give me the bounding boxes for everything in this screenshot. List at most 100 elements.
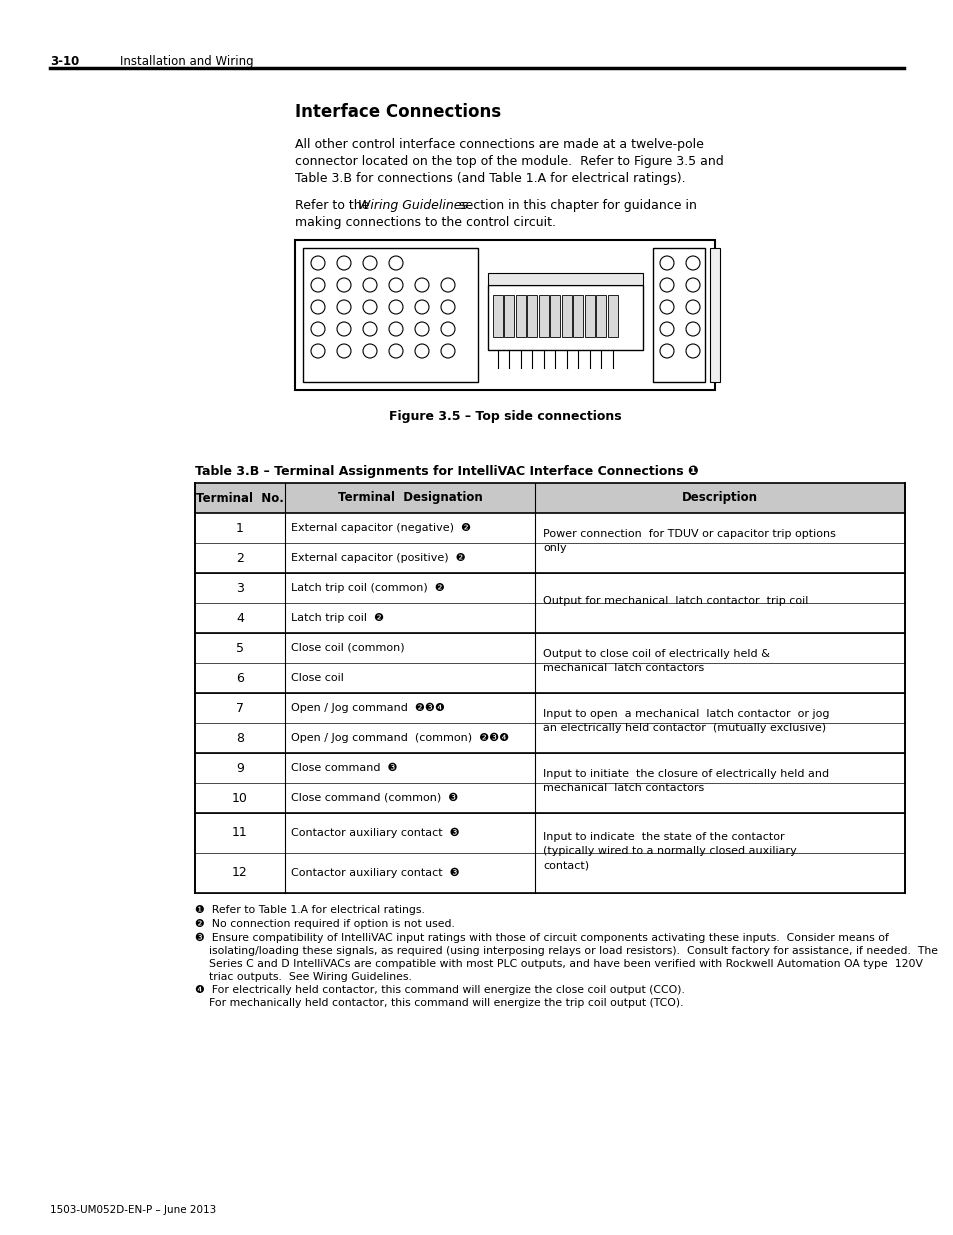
Text: All other control interface connections are made at a twelve-pole: All other control interface connections …: [294, 138, 703, 151]
Bar: [573, 295, 583, 337]
Text: Close command (common)  ❸: Close command (common) ❸: [291, 793, 457, 803]
Circle shape: [336, 256, 351, 270]
Text: 9: 9: [235, 762, 244, 774]
Bar: [538, 295, 548, 337]
Circle shape: [389, 256, 402, 270]
Text: Close coil: Close coil: [291, 673, 343, 683]
Text: Interface Connections: Interface Connections: [294, 103, 500, 121]
Text: Installation and Wiring: Installation and Wiring: [120, 56, 253, 68]
Text: mechanical  latch contactors: mechanical latch contactors: [542, 663, 703, 673]
Text: 11: 11: [232, 826, 248, 840]
Text: Output to close coil of electrically held &: Output to close coil of electrically hel…: [542, 650, 769, 659]
Bar: [584, 295, 595, 337]
Circle shape: [363, 345, 376, 358]
Text: ❶  Refer to Table 1.A for electrical ratings.: ❶ Refer to Table 1.A for electrical rati…: [194, 905, 424, 915]
Text: Description: Description: [681, 492, 758, 505]
Text: Input to open  a mechanical  latch contactor  or jog: Input to open a mechanical latch contact…: [542, 709, 828, 719]
Circle shape: [415, 300, 429, 314]
Circle shape: [389, 278, 402, 291]
Circle shape: [440, 300, 455, 314]
Bar: [493, 295, 502, 337]
Text: 3-10: 3-10: [50, 56, 79, 68]
Text: triac outputs.  See Wiring Guidelines.: triac outputs. See Wiring Guidelines.: [194, 972, 412, 982]
Text: Close command  ❸: Close command ❸: [291, 763, 397, 773]
Text: 6: 6: [235, 672, 244, 684]
Text: Terminal  Designation: Terminal Designation: [337, 492, 482, 505]
Bar: [294, 240, 714, 390]
Text: 4: 4: [235, 611, 244, 625]
Circle shape: [311, 300, 325, 314]
Text: Wiring Guidelines: Wiring Guidelines: [357, 199, 468, 212]
Text: 2: 2: [235, 552, 244, 564]
Bar: [194, 483, 285, 513]
Bar: [596, 295, 606, 337]
Text: only: only: [542, 543, 566, 553]
Bar: [550, 295, 560, 337]
Circle shape: [363, 278, 376, 291]
Bar: [607, 295, 618, 337]
Text: Series C and D IntelliVACs are compatible with most PLC outputs, and have been v: Series C and D IntelliVACs are compatibl…: [194, 960, 923, 969]
Text: 5: 5: [235, 641, 244, 655]
Bar: [516, 295, 525, 337]
Circle shape: [363, 300, 376, 314]
Text: section in this chapter for guidance in: section in this chapter for guidance in: [455, 199, 696, 212]
Text: For mechanically held contactor, this command will energize the trip coil output: For mechanically held contactor, this co…: [194, 998, 682, 1008]
Text: Latch trip coil  ❷: Latch trip coil ❷: [291, 613, 384, 622]
Text: 10: 10: [232, 792, 248, 804]
Text: Latch trip coil (common)  ❷: Latch trip coil (common) ❷: [291, 583, 444, 593]
Text: 3: 3: [235, 582, 244, 594]
Bar: [709, 248, 720, 382]
Circle shape: [440, 322, 455, 336]
Circle shape: [659, 300, 673, 314]
Text: connector located on the top of the module.  Refer to Figure 3.5 and: connector located on the top of the modu…: [294, 156, 723, 168]
Text: 1: 1: [235, 521, 244, 535]
Bar: [527, 295, 537, 337]
Text: Terminal  No.: Terminal No.: [196, 492, 284, 505]
Circle shape: [389, 300, 402, 314]
Text: Refer to the: Refer to the: [294, 199, 373, 212]
Bar: [535, 483, 904, 513]
Circle shape: [440, 345, 455, 358]
Text: Close coil (common): Close coil (common): [291, 643, 404, 653]
Bar: [561, 295, 572, 337]
Circle shape: [311, 345, 325, 358]
Text: Table 3.B – Terminal Assignments for IntelliVAC Interface Connections ❶: Table 3.B – Terminal Assignments for Int…: [194, 466, 698, 478]
Text: Table 3.B for connections (and Table 1.A for electrical ratings).: Table 3.B for connections (and Table 1.A…: [294, 172, 685, 185]
Circle shape: [685, 322, 700, 336]
Text: isolating/loading these signals, as required (using interposing relays or load r: isolating/loading these signals, as requ…: [194, 946, 937, 956]
Circle shape: [336, 278, 351, 291]
Bar: [488, 273, 642, 285]
Text: an electrically held contactor  (mutually exclusive): an electrically held contactor (mutually…: [542, 722, 825, 734]
Circle shape: [685, 278, 700, 291]
Circle shape: [311, 322, 325, 336]
Text: ❹  For electrically held contactor, this command will energize the close coil ou: ❹ For electrically held contactor, this …: [194, 986, 684, 995]
Text: Contactor auxiliary contact  ❸: Contactor auxiliary contact ❸: [291, 868, 459, 878]
Text: Input to indicate  the state of the contactor: Input to indicate the state of the conta…: [542, 832, 783, 842]
Circle shape: [415, 345, 429, 358]
Text: Open / Jog command  ❷❸❹: Open / Jog command ❷❸❹: [291, 703, 444, 713]
Text: 1503-UM052D-EN-P – June 2013: 1503-UM052D-EN-P – June 2013: [50, 1205, 216, 1215]
Circle shape: [363, 256, 376, 270]
Circle shape: [685, 345, 700, 358]
Circle shape: [336, 322, 351, 336]
Bar: [488, 285, 642, 350]
Circle shape: [415, 322, 429, 336]
Circle shape: [659, 256, 673, 270]
Bar: [285, 483, 535, 513]
Text: 12: 12: [232, 867, 248, 879]
Text: Power connection  for TDUV or capacitor trip options: Power connection for TDUV or capacitor t…: [542, 529, 835, 538]
Text: External capacitor (negative)  ❷: External capacitor (negative) ❷: [291, 522, 471, 534]
Text: mechanical  latch contactors: mechanical latch contactors: [542, 783, 703, 793]
Text: contact): contact): [542, 860, 589, 869]
Text: External capacitor (positive)  ❷: External capacitor (positive) ❷: [291, 553, 465, 563]
Circle shape: [685, 300, 700, 314]
Circle shape: [685, 256, 700, 270]
Text: ❸  Ensure compatibility of IntelliVAC input ratings with those of circuit compon: ❸ Ensure compatibility of IntelliVAC inp…: [194, 932, 888, 944]
Bar: [504, 295, 514, 337]
Text: (typically wired to a normally closed auxiliary: (typically wired to a normally closed au…: [542, 846, 796, 856]
Text: 7: 7: [235, 701, 244, 715]
Circle shape: [336, 345, 351, 358]
Circle shape: [659, 278, 673, 291]
Text: Contactor auxiliary contact  ❸: Contactor auxiliary contact ❸: [291, 827, 459, 839]
Circle shape: [311, 278, 325, 291]
